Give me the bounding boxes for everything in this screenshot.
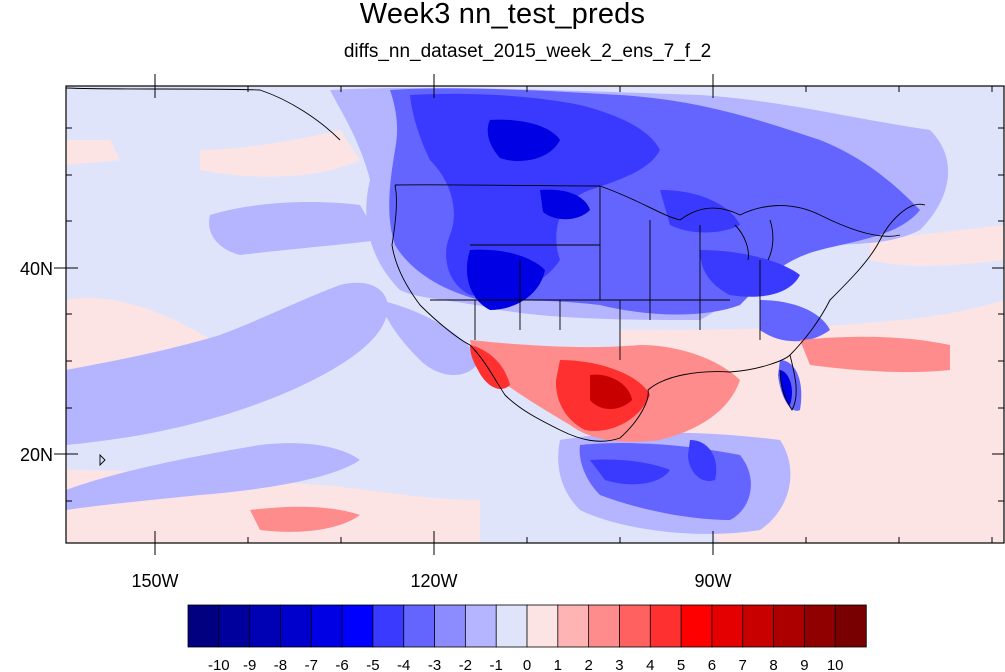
lon-label-150w: 150W bbox=[131, 571, 178, 591]
colorbar-tick-label: -2 bbox=[459, 657, 472, 672]
colorbar-swatch bbox=[495, 604, 528, 648]
coastlines bbox=[66, 87, 926, 467]
colorbar-labels: -10 -9 -8 -7 -6 -5 -4 -3 -2 -1 0 1 2 3 4 5 6 7 8 9 10 bbox=[208, 657, 844, 672]
lat-labels: 40N 20N bbox=[20, 259, 53, 465]
colorbar-tick-label: -3 bbox=[428, 657, 441, 672]
colorbar-swatch bbox=[834, 604, 867, 648]
colorbar-swatch bbox=[680, 604, 713, 648]
colorbar-swatch bbox=[803, 604, 836, 648]
colorbar-tick-label: 5 bbox=[677, 657, 685, 672]
axis-ticks bbox=[54, 74, 1004, 555]
colorbar-swatch bbox=[742, 604, 775, 648]
colorbar-tick-label: -1 bbox=[490, 657, 503, 672]
colorbar-tick-label: -8 bbox=[274, 657, 287, 672]
colorbar-tick-label: -10 bbox=[208, 657, 230, 672]
field-negative-deep bbox=[466, 119, 792, 405]
colorbar bbox=[187, 604, 867, 648]
colorbar-swatch bbox=[773, 604, 806, 648]
colorbar-tick-label: 1 bbox=[554, 657, 562, 672]
map-subtitle: diffs_nn_dataset_2015_week_2_ens_7_f_2 bbox=[343, 41, 712, 62]
colorbar-tick-label: 4 bbox=[646, 657, 654, 672]
colorbar-swatch bbox=[341, 604, 374, 648]
map-title: Week3 nn_test_preds bbox=[359, 0, 646, 30]
colorbar-swatch bbox=[372, 604, 405, 648]
colorbar-swatch bbox=[649, 604, 682, 648]
colorbar-swatch bbox=[280, 604, 312, 648]
lat-label-40n: 40N bbox=[20, 259, 53, 279]
colorbar-tick-label: 2 bbox=[584, 657, 592, 672]
colorbar-swatch bbox=[249, 604, 282, 648]
colorbar-tick-label: 9 bbox=[800, 657, 808, 672]
field-negative-strong bbox=[410, 93, 800, 485]
colorbar-tick-label: 7 bbox=[739, 657, 747, 672]
colorbar-tick-label: 10 bbox=[827, 657, 844, 672]
colorbar-swatch bbox=[187, 604, 220, 648]
lon-label-90w: 90W bbox=[694, 571, 731, 591]
colorbar-swatch bbox=[464, 604, 497, 648]
colorbar-tick-label: -7 bbox=[305, 657, 318, 672]
colorbar-swatch bbox=[557, 604, 590, 648]
colorbar-tick-label: 8 bbox=[769, 657, 777, 672]
colorbar-tick-label: 6 bbox=[708, 657, 716, 672]
colorbar-tick-label: -6 bbox=[335, 657, 348, 672]
colorbar-swatch bbox=[403, 604, 436, 648]
colorbar-tick-label: 0 bbox=[523, 657, 531, 672]
lat-label-20n: 20N bbox=[20, 445, 53, 465]
colorbar-swatch bbox=[310, 604, 343, 648]
lon-label-120w: 120W bbox=[410, 571, 457, 591]
map-panel bbox=[66, 86, 1004, 543]
colorbar-swatch bbox=[218, 604, 251, 648]
colorbar-tick-label: 3 bbox=[615, 657, 623, 672]
colorbar-swatch bbox=[434, 604, 467, 648]
colorbar-swatch bbox=[619, 604, 651, 648]
lon-labels: 150W 120W 90W bbox=[131, 571, 731, 591]
field-positive-deep bbox=[590, 374, 632, 409]
colorbar-swatch bbox=[526, 604, 559, 648]
colorbar-tick-label: -4 bbox=[397, 657, 410, 672]
colorbar-tick-label: -9 bbox=[243, 657, 256, 672]
colorbar-swatch bbox=[588, 604, 621, 648]
colorbar-swatch bbox=[711, 604, 744, 648]
colorbar-tick-label: -5 bbox=[366, 657, 379, 672]
